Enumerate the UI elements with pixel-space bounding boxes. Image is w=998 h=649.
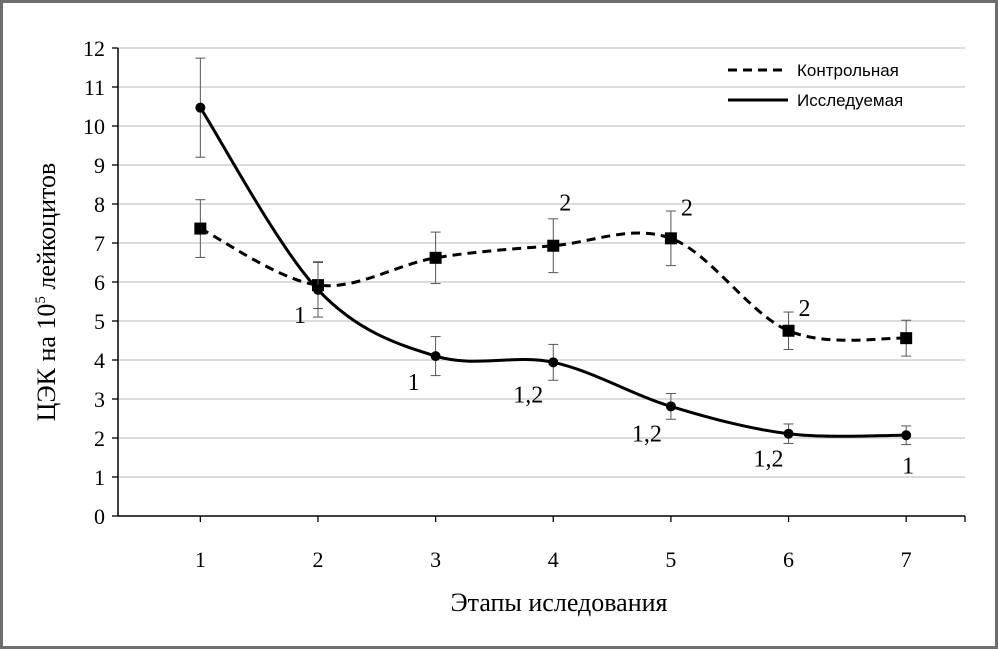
x-tick-label: 5	[665, 547, 676, 572]
data-point	[430, 351, 441, 362]
data-point	[195, 102, 206, 113]
y-tick-label: 4	[94, 348, 105, 373]
data-point	[665, 401, 676, 412]
y-axis-title-rest: лейкоцитов	[32, 163, 61, 296]
y-tick-label: 8	[94, 192, 105, 217]
y-tick-label: 6	[94, 270, 105, 295]
legend-label: Контрольная	[797, 61, 899, 80]
significance-label: 1,2	[513, 382, 543, 408]
y-tick-label: 2	[94, 426, 105, 451]
significance-label: 1,2	[754, 447, 784, 473]
x-tick-label: 4	[548, 547, 559, 572]
data-point	[194, 222, 207, 235]
data-point	[547, 239, 560, 252]
y-tick-label: 3	[94, 387, 105, 412]
y-tick-label: 5	[94, 309, 105, 334]
y-axis-title-main: ЦЭК на 10	[32, 304, 61, 422]
data-point	[782, 324, 795, 337]
y-axis-title: ЦЭК на 105 лейкоцитов	[32, 163, 61, 422]
y-tick-label: 7	[94, 231, 105, 256]
significance-label: 2	[681, 195, 693, 221]
significance-label: 1	[408, 370, 420, 396]
legend: Контрольная Исследуемая	[728, 61, 903, 110]
significance-label: 2	[559, 191, 571, 217]
x-tick-labels: 1 2 3 4 5 6 7	[195, 547, 912, 572]
x-tick-label: 7	[901, 547, 912, 572]
legend-label: Исследуемая	[797, 91, 903, 110]
y-tick-label: 11	[84, 75, 105, 100]
data-point	[664, 232, 677, 245]
x-tick-label: 3	[430, 547, 441, 572]
significance-label: 2	[799, 296, 811, 322]
significance-label: 1,2	[632, 421, 662, 447]
series-2	[195, 57, 912, 446]
data-point	[900, 332, 913, 345]
y-tick-label: 9	[94, 153, 105, 178]
significance-label: 1	[294, 303, 306, 329]
series-1	[194, 199, 913, 357]
grid-lines	[118, 47, 965, 478]
data-point	[548, 357, 559, 368]
axes	[112, 47, 966, 522]
y-tick-label: 1	[94, 465, 105, 490]
x-tick-label: 2	[312, 547, 323, 572]
data-point	[312, 284, 323, 295]
x-axis-title: Этапы иследования	[450, 588, 667, 617]
series-group	[194, 57, 913, 446]
data-point	[783, 428, 794, 439]
y-tick-label: 10	[83, 114, 105, 139]
y-tick-label: 0	[94, 504, 105, 529]
y-axis-title-superscript: 5	[33, 296, 49, 304]
data-point	[901, 430, 912, 441]
annotations: 2 2 2 1 1 1,2 1,2 1,2 1	[294, 191, 914, 480]
x-tick-label: 1	[195, 547, 206, 572]
data-point	[429, 251, 442, 264]
y-tick-label: 12	[83, 36, 105, 61]
significance-label: 1	[902, 453, 914, 479]
x-tick-label: 6	[783, 547, 794, 572]
